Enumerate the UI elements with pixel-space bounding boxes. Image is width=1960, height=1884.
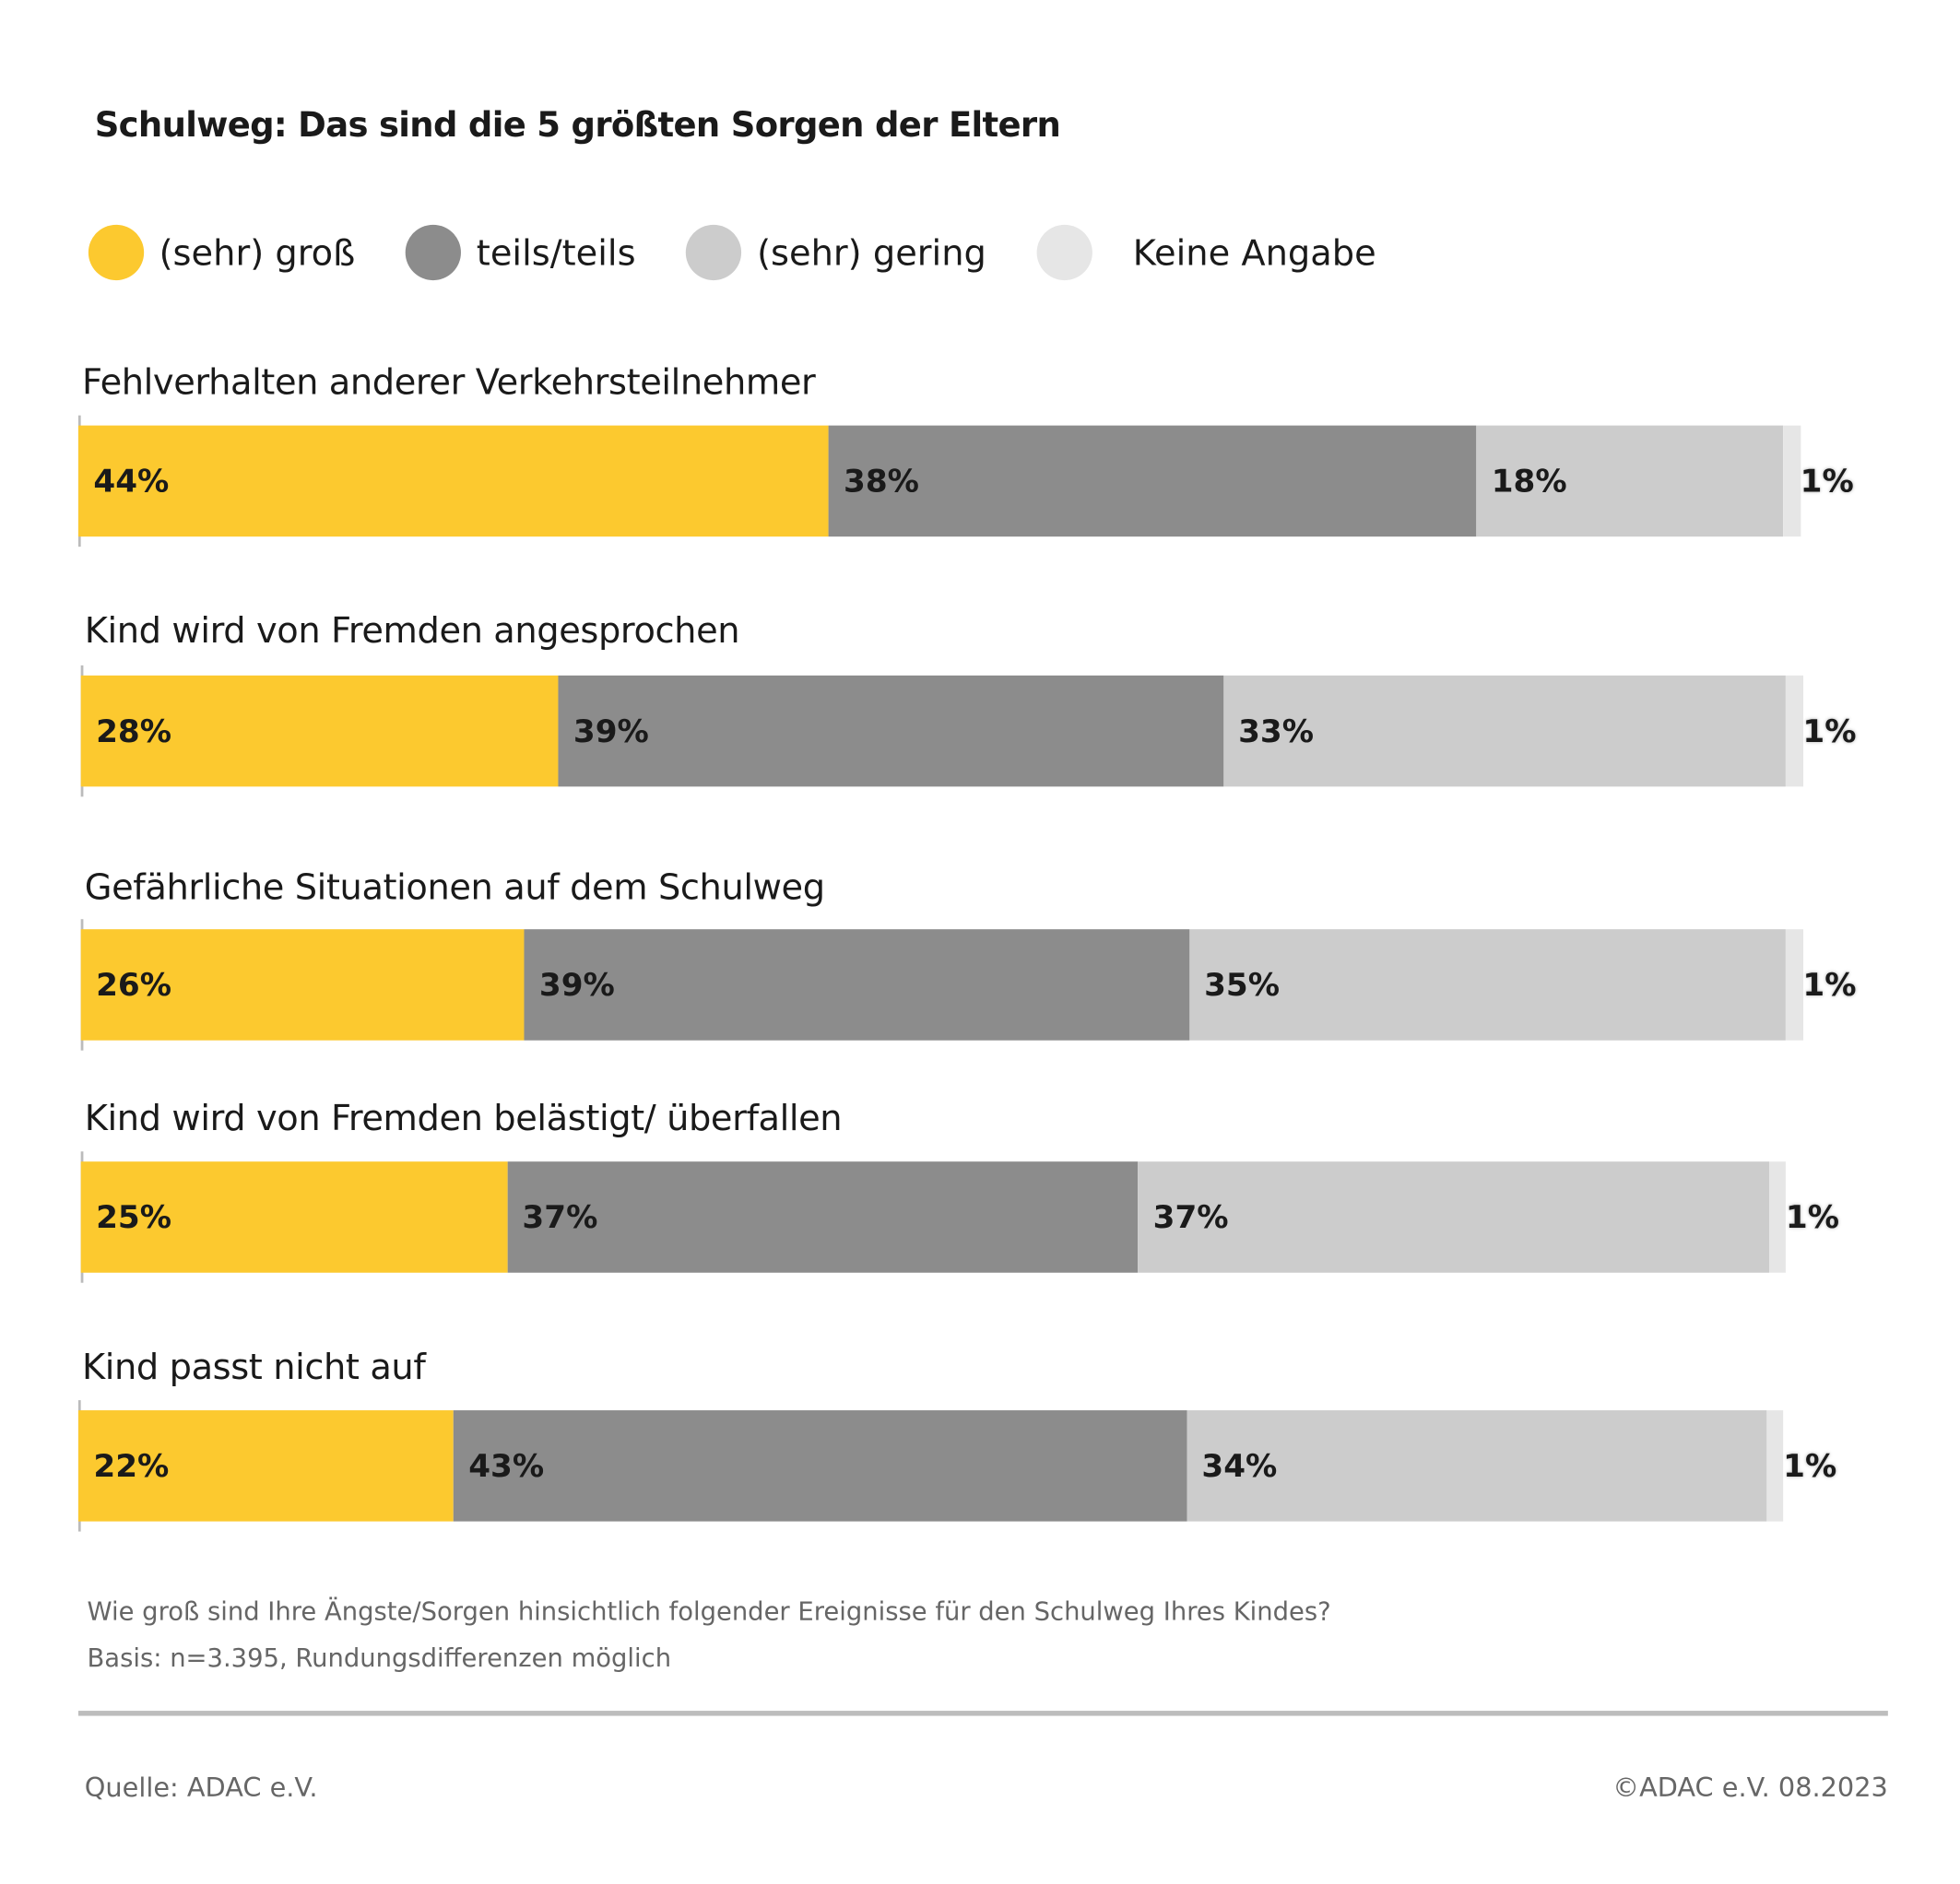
bar-segment: 38% — [828, 425, 1477, 537]
bar-segment: 1% — [1783, 425, 1854, 537]
legend-item: teils/teils — [406, 224, 636, 281]
data-label: 1% — [1785, 1198, 1840, 1236]
footnote-basis: Basis: n=3.395, Rundungsdifferenzen mögl… — [87, 1643, 672, 1673]
bar-segment: 35% — [1188, 929, 1786, 1041]
data-label: 1% — [1802, 712, 1857, 749]
bar-segment: 37% — [506, 1161, 1139, 1273]
data-label: 1% — [1802, 966, 1857, 1004]
data-label: 34% — [1201, 1447, 1278, 1485]
data-label: 25% — [96, 1198, 172, 1236]
data-label: 43% — [468, 1447, 545, 1485]
data-label: 38% — [844, 463, 920, 500]
bar-segment: 34% — [1186, 1410, 1766, 1522]
stacked-bar: 22% 43% 34% 1% — [77, 1410, 1836, 1522]
bar-segment: 44% — [77, 425, 829, 537]
data-label: 39% — [573, 712, 649, 749]
stacked-bar: 44% 38% 18% 1% — [77, 425, 1854, 537]
bar-segment: 28% — [80, 675, 559, 787]
data-label: 33% — [1238, 712, 1315, 749]
bar-segment: 39% — [524, 929, 1189, 1041]
data-label: 1% — [1783, 1447, 1837, 1485]
legend-swatch — [686, 224, 742, 281]
bar-segment: 1% — [1765, 1410, 1836, 1522]
bar-segment: 33% — [1222, 675, 1786, 787]
bar-segment: 26% — [80, 929, 525, 1041]
legend-item: (sehr) groß — [88, 224, 356, 281]
data-label: 28% — [96, 712, 172, 749]
bar-segment: 39% — [558, 675, 1223, 787]
legend-label: (sehr) groß — [159, 231, 356, 274]
footnote-question: Wie groß sind Ihre Ängste/Sorgen hinsich… — [87, 1596, 1331, 1627]
category-label: Kind wird von Fremden angesprochen — [84, 609, 740, 652]
bar-segment: 22% — [77, 1410, 454, 1522]
stacked-bar: 28% 39% 33% 1% — [80, 675, 1857, 787]
legend-item: Keine Angabe — [1036, 224, 1376, 281]
data-label: 39% — [538, 966, 615, 1004]
chart-title: Schulweg: Das sind die 5 größten Sorgen … — [94, 106, 1061, 146]
data-label: 35% — [1204, 966, 1281, 1004]
legend-swatch — [406, 224, 462, 281]
legend-swatch — [88, 224, 145, 281]
legend: (sehr) groß teils/teils (sehr) gering Keine… — [88, 224, 1427, 281]
data-label: 18% — [1491, 463, 1567, 500]
legend-label: Keine Angabe — [1132, 231, 1376, 274]
bar-segment: 37% — [1138, 1161, 1769, 1273]
stacked-bar: 26% 39% 35% 1% — [80, 929, 1857, 1041]
copyright: ©ADAC e.V. 08.2023 — [1612, 1772, 1888, 1804]
legend-label: (sehr) gering — [757, 231, 986, 274]
data-label: 37% — [1152, 1198, 1229, 1236]
stacked-bar: 25% 37% 37% 1% — [80, 1161, 1839, 1273]
category-label: Kind wird von Fremden belästigt/ überfal… — [84, 1097, 843, 1139]
data-label: 44% — [93, 463, 170, 500]
data-label: 1% — [1800, 463, 1854, 500]
bar-segment: 1% — [1785, 675, 1857, 787]
bar-segment: 18% — [1476, 425, 1784, 537]
category-label: Gefährliche Situationen auf dem Schulweg — [84, 865, 825, 908]
legend-item: (sehr) gering — [686, 224, 986, 281]
divider — [77, 1711, 1888, 1716]
category-label: Kind passt nicht auf — [82, 1346, 426, 1388]
category-label: Fehlverhalten anderer Verkehrsteilnehmer — [82, 360, 816, 403]
data-label: 22% — [93, 1447, 170, 1485]
data-label: 37% — [522, 1198, 598, 1236]
bar-segment: 1% — [1768, 1161, 1839, 1273]
data-label: 26% — [96, 966, 172, 1004]
legend-swatch — [1036, 224, 1092, 281]
bar-segment: 25% — [80, 1161, 507, 1273]
legend-label: teils/teils — [476, 231, 636, 274]
bar-segment: 1% — [1785, 929, 1857, 1041]
source: Quelle: ADAC e.V. — [84, 1772, 318, 1804]
bar-segment: 43% — [453, 1410, 1187, 1522]
